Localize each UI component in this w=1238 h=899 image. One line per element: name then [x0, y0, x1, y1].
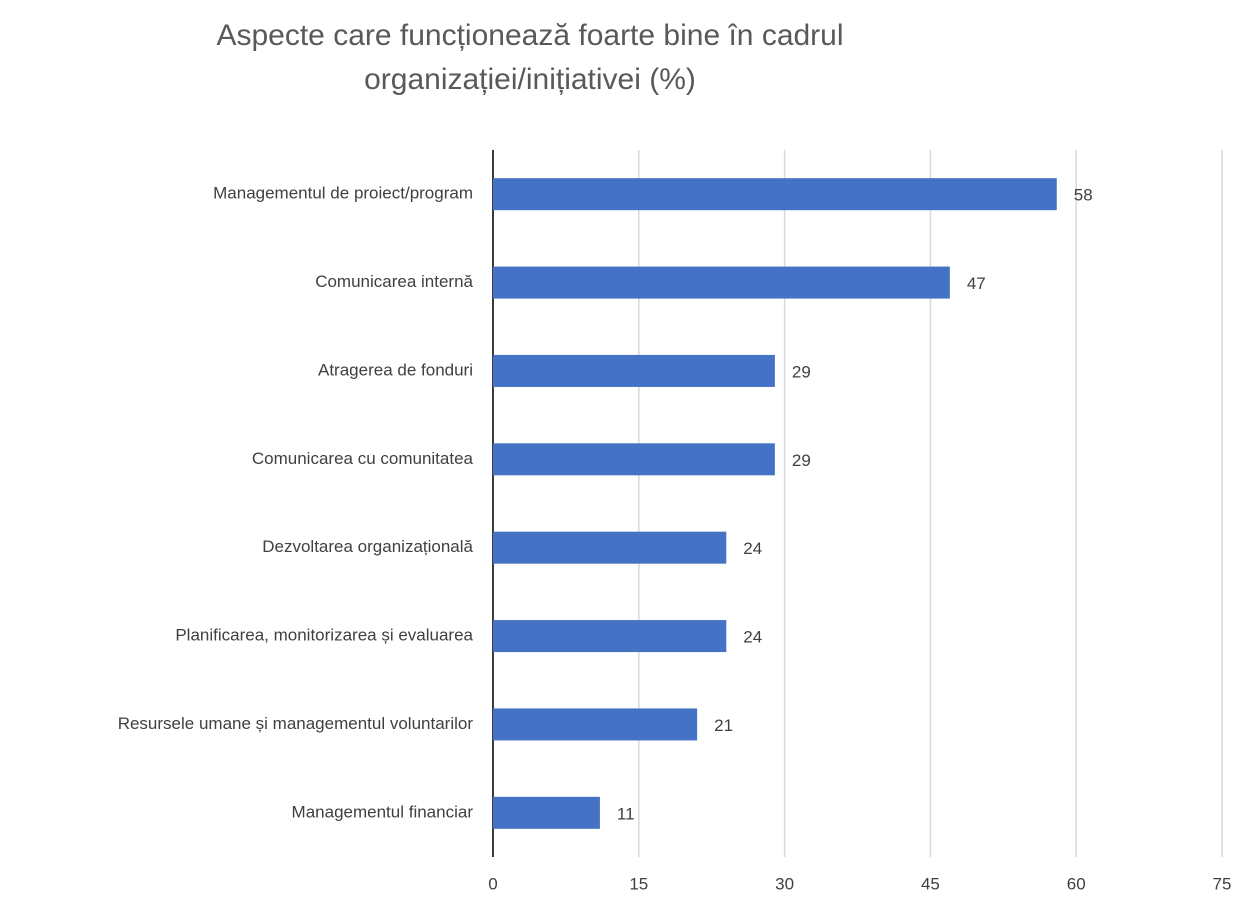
bar [493, 178, 1057, 211]
data-label: 47 [967, 274, 986, 293]
data-label: 24 [743, 539, 762, 558]
bar [493, 354, 775, 387]
data-label: 21 [714, 716, 733, 735]
data-label: 29 [792, 362, 811, 381]
x-tick-label: 75 [1213, 874, 1232, 893]
y-tick-label: Atragerea de fonduri [318, 360, 473, 379]
y-tick-label: Dezvoltarea organizațională [262, 537, 473, 556]
y-tick-label: Resursele umane și managementul voluntar… [118, 714, 474, 733]
y-tick-label: Planificarea, monitorizarea și evaluarea [175, 626, 473, 645]
data-label: 29 [792, 451, 811, 470]
chart-title: Aspecte care funcționează foarte bine în… [216, 19, 844, 96]
x-tick-label: 15 [629, 874, 648, 893]
data-label: 58 [1074, 186, 1093, 205]
bar [493, 708, 698, 741]
y-tick-label: Managementul financiar [292, 802, 474, 821]
x-tick-label: 45 [921, 874, 940, 893]
bar [493, 443, 775, 476]
x-tick-label: 60 [1067, 874, 1086, 893]
bar [493, 796, 600, 829]
bar [493, 266, 950, 299]
data-label: 11 [617, 804, 635, 823]
x-tick-label: 30 [775, 874, 794, 893]
bar [493, 531, 727, 564]
y-tick-label: Managementul de proiect/program [213, 184, 473, 203]
y-tick-label: Comunicarea internă [315, 272, 473, 291]
y-tick-label: Comunicarea cu comunitatea [252, 449, 474, 468]
bar [493, 620, 727, 653]
x-tick-label: 0 [488, 874, 497, 893]
data-label: 24 [743, 628, 762, 647]
